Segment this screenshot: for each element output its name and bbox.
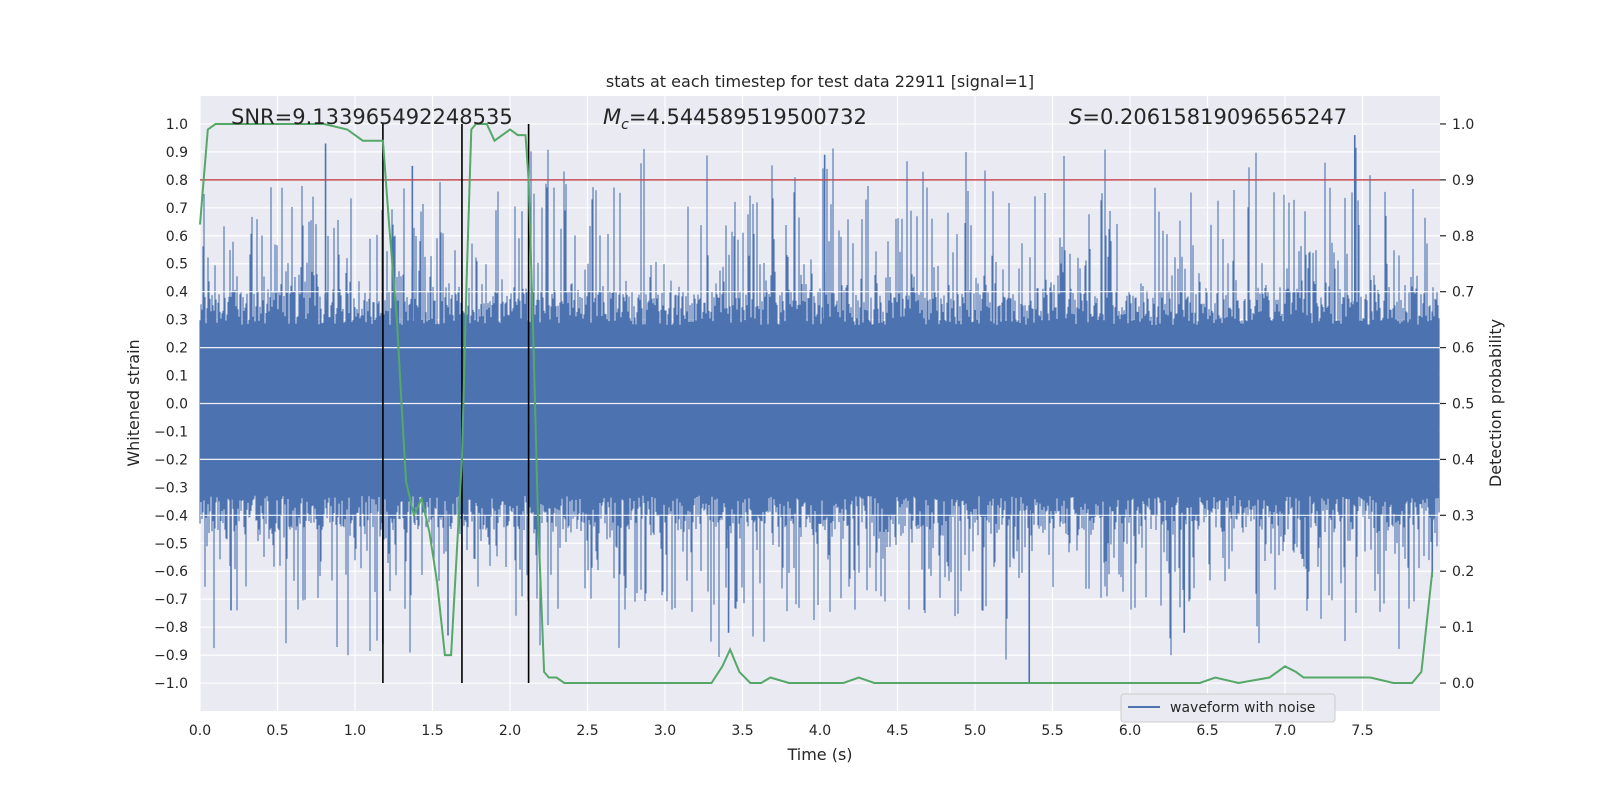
y2-axis-ticks: 0.0 0.1 0.2 0.3 0.4 0.5 0.6 0.7 0.8 0.9 1.0 [1440,117,1474,692]
grid-overlay [200,291,1440,516]
chart-title: stats at each timestep for test data 229… [606,72,1034,91]
y2-tick-label: 0.0 [1452,676,1474,692]
y2-tick-label: 0.2 [1452,564,1474,580]
chirp-mass-symbol: M [603,105,621,129]
y-tick-label: −0.3 [154,480,188,496]
y-tick-label: 0.5 [166,257,188,273]
y2-tick-label: 0.8 [1452,229,1474,245]
event-markers [382,123,530,684]
x-tick-label: 5.5 [1041,723,1063,739]
y-tick-label: −0.8 [154,620,188,636]
y-tick-label: −0.2 [154,452,188,468]
y2-tick-label: 0.7 [1452,285,1474,301]
x-tick-label: 0.0 [189,723,211,739]
y2-axis-label: Detection probability [1486,319,1505,487]
x-tick-label: 6.0 [1119,723,1141,739]
x-tick-label: 4.5 [886,723,908,739]
y-tick-label: 0.0 [166,397,188,413]
y-tick-label: 0.1 [166,369,188,385]
x-tick-label: 0.5 [266,723,288,739]
x-tick-label: 2.5 [576,723,598,739]
y-tick-label: −0.9 [154,648,188,664]
y-tick-label: 0.4 [166,285,188,301]
s-symbol: S [1069,105,1082,129]
detection-probability-series [199,123,1434,685]
x-tick-label: 1.0 [344,723,366,739]
x-tick-label: 7.5 [1351,723,1373,739]
s-value: =0.20615819096565247 [1082,105,1347,129]
legend-box [1120,693,1336,723]
s-annotation: S=0.20615819096565247 [1069,105,1347,129]
chirp-mass-subscript: c [621,117,629,133]
x-tick-label: 5.0 [964,723,986,739]
y-tick-label: −0.4 [154,508,188,524]
chirp-mass-value: =4.544589519500732 [629,105,867,129]
y-tick-label: 0.7 [166,201,188,217]
y-tick-label: 0.8 [166,173,188,189]
y-tick-label: 0.2 [166,341,188,357]
x-axis-label: Time (s) [786,745,852,764]
y-tick-label: 0.6 [166,229,188,245]
x-tick-label: 7.0 [1274,723,1296,739]
y2-tick-label: 0.4 [1452,452,1474,468]
y-axis-ticks: −1.0 −0.9 −0.8 −0.7 −0.6 −0.5 −0.4 −0.3 −0.2 −0.1… [154,117,188,692]
y-tick-label: 1.0 [166,117,188,133]
y-tick-label: 0.3 [166,313,188,329]
legend-label-waveform: waveform with noise [1170,700,1315,716]
y-tick-label: −0.7 [154,592,188,608]
y2-tick-label: 0.3 [1452,508,1474,524]
chirp-mass-annotation: Mc=4.544589519500732 [603,105,867,133]
x-tick-label: 6.5 [1196,723,1218,739]
y2-tick-label: 0.6 [1452,341,1474,357]
x-tick-label: 3.0 [654,723,676,739]
y2-tick-label: 1.0 [1452,117,1474,133]
y2-tick-label: 0.9 [1452,173,1474,189]
y-tick-label: −0.5 [154,536,188,552]
x-tick-label: 1.5 [421,723,443,739]
y2-tick-label: 0.5 [1452,397,1474,413]
snr-annotation: SNR=9.133965492248535 [231,105,513,129]
x-tick-label: 2.0 [499,723,521,739]
y-tick-label: −0.1 [154,424,188,440]
waveform-series [199,135,1440,684]
x-axis-ticks: 0.0 0.5 1.0 1.5 2.0 2.5 3.0 3.5 4.0 4.5 5.0 5.5 6.0 6… [189,723,1374,739]
y-tick-label: 0.9 [166,145,188,161]
waveform-trace [199,147,1440,660]
legend: waveform with noise [1120,693,1336,723]
y-tick-label: −1.0 [154,676,188,692]
x-tick-label: 3.5 [731,723,753,739]
y-axis-label: Whitened strain [124,339,143,466]
y-tick-label: −0.6 [154,564,188,580]
y2-tick-label: 0.1 [1452,620,1474,636]
x-tick-label: 4.0 [809,723,831,739]
